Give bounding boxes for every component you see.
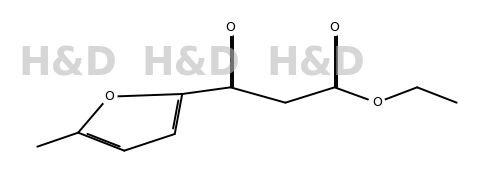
Circle shape — [223, 19, 239, 35]
Circle shape — [369, 95, 385, 111]
Text: H&D: H&D — [19, 46, 117, 84]
Text: H&D: H&D — [267, 46, 366, 84]
Text: O: O — [372, 96, 382, 109]
Circle shape — [101, 89, 117, 105]
Text: O: O — [226, 21, 235, 34]
Text: H&D: H&D — [142, 46, 241, 84]
Text: O: O — [330, 21, 340, 34]
Text: O: O — [104, 90, 114, 103]
Circle shape — [327, 19, 342, 35]
